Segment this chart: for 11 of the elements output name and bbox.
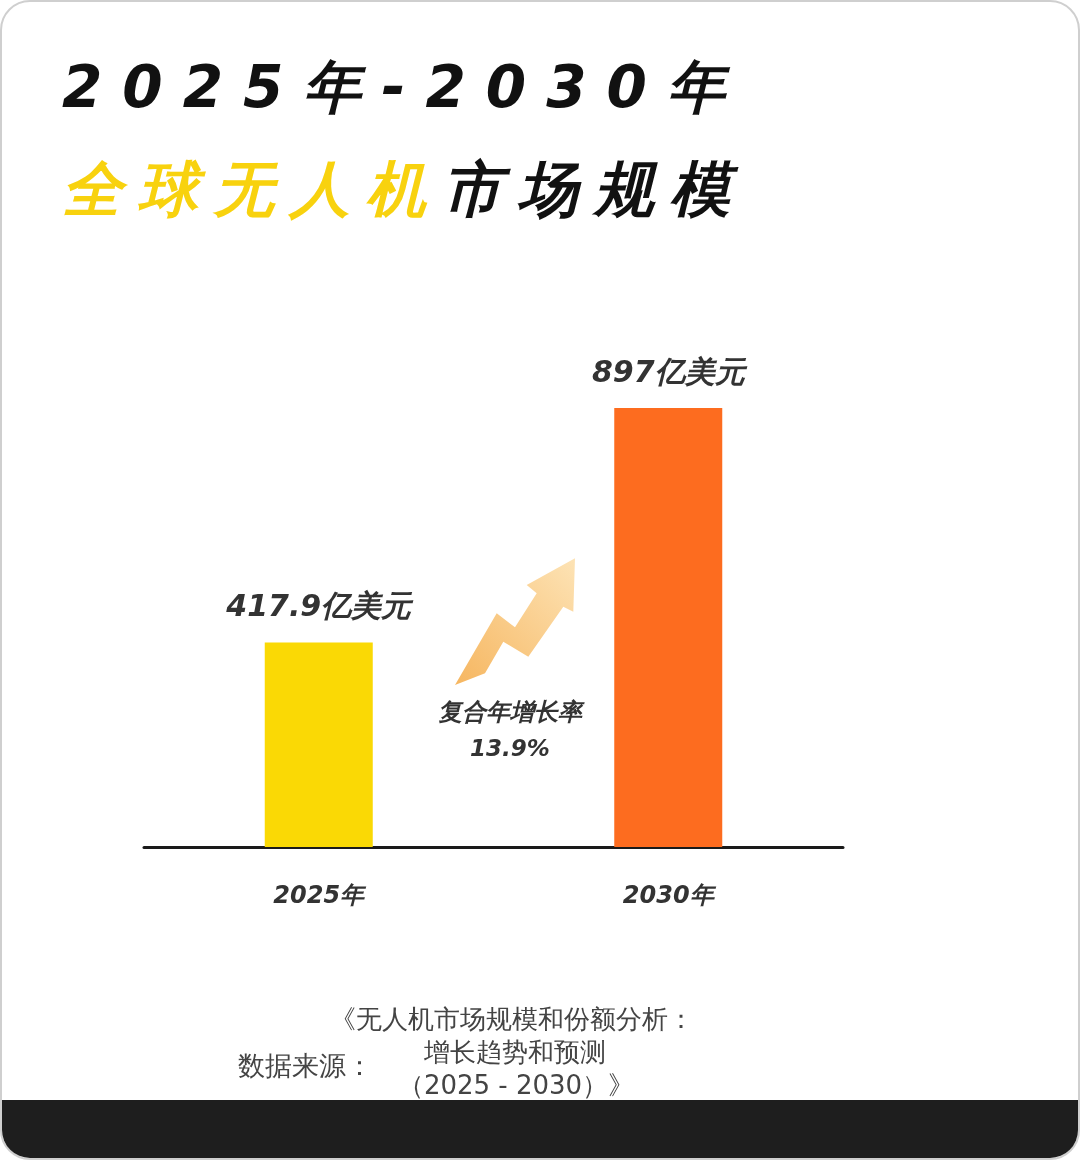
x-tick-label: 2025年: [273, 881, 368, 909]
data-label: 897亿美元: [591, 353, 748, 389]
text: 《无人机市场规模和份额分析：: [330, 1003, 694, 1036]
annotation: 13.9%: [470, 734, 550, 763]
chart-title: 2025年-2030年: [62, 52, 745, 122]
text: 增长趋势和预测: [424, 1036, 606, 1069]
text: （2025 - 2030）》: [397, 1069, 635, 1102]
x-tick-label: 2030年: [622, 881, 717, 909]
data-label: 417.9亿美元: [225, 587, 415, 623]
source-note: 数据来源：: [238, 1049, 373, 1083]
chart-subtitle: 全球无人机市场规模: [62, 154, 746, 224]
